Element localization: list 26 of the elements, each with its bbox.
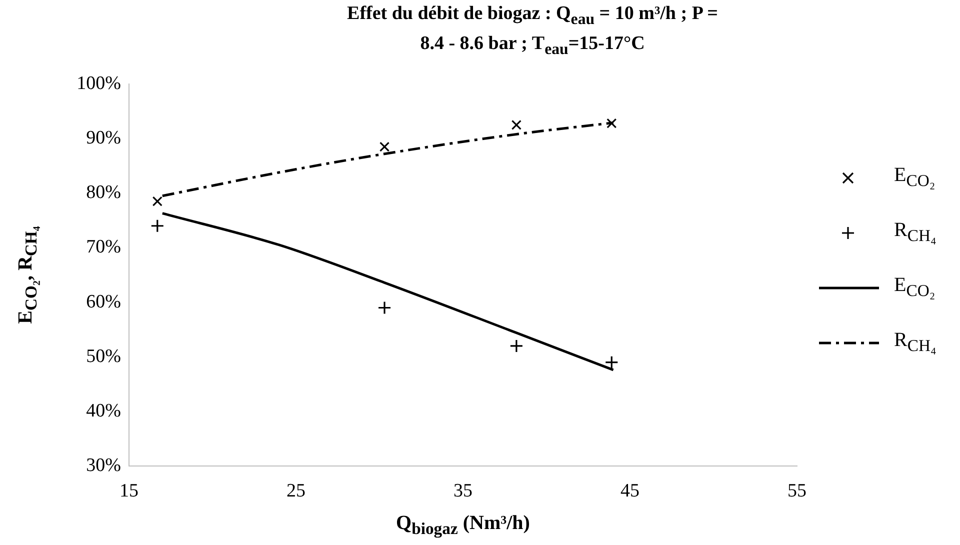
legend-label: E$_{CO₂}$ (894, 274, 936, 301)
x-tick-label: 45 (620, 480, 640, 502)
point (606, 118, 617, 128)
point (378, 300, 392, 315)
point (379, 142, 390, 152)
point (152, 196, 162, 206)
x-tick-label: 25 (286, 480, 306, 502)
point (150, 219, 164, 233)
point (510, 339, 524, 353)
x-tick-label: 15 (120, 480, 138, 502)
y-tick-label: 80% (86, 182, 122, 204)
y-tick-label: 90% (86, 128, 122, 149)
x-tick-label: 35 (454, 480, 472, 502)
y-tick-label: 40% (86, 400, 122, 422)
legend-label: R$_{CH₄}$ (894, 219, 936, 246)
y-tick-label: 50% (86, 346, 122, 367)
y-tick-label: 70% (86, 236, 122, 258)
y-tick-label: 60% (86, 291, 122, 312)
x-tick-label: 55 (788, 480, 806, 502)
y-tick-label: 100% (76, 72, 122, 94)
legend-label: R$_{CH₄}$ (894, 329, 936, 356)
chart-title: Effet du débit de biogaz : Q$_{eau}$ = 10 m³/h ; P = 8.4 - 8.6 bar ; T$_{eau}$=15-17°C (347, 3, 718, 58)
point (511, 120, 522, 130)
legend-label: E$_{CO₂}$ (894, 164, 936, 191)
x-axis-title: Q$_{biogaz}$ (Nm³/h) (395, 512, 531, 539)
y-tick-label: 30% (86, 454, 122, 476)
